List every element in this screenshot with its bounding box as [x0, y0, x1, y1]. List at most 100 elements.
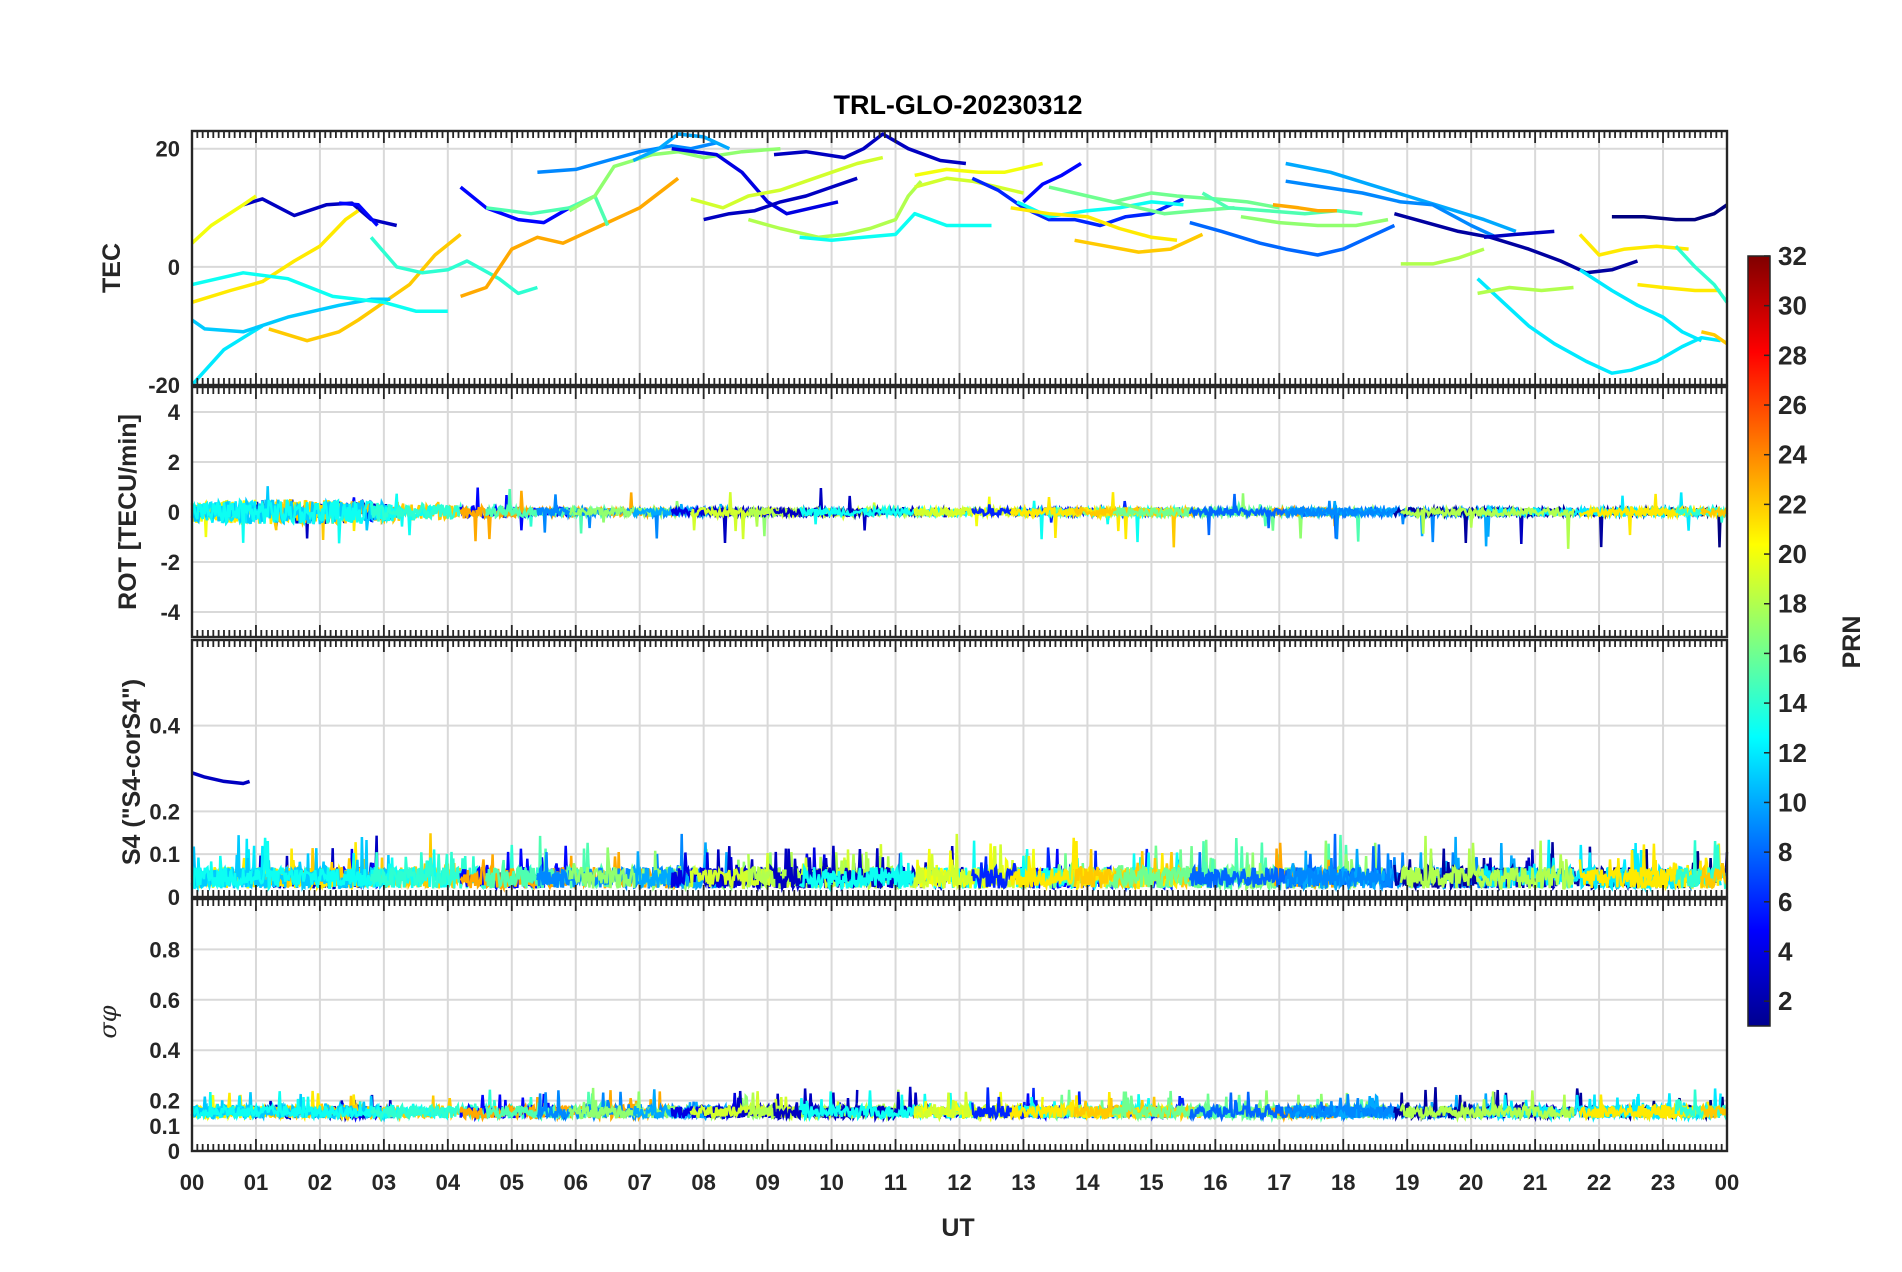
sigma-trace-28 — [1073, 1096, 1204, 1123]
colorbar-tick-label: 2 — [1778, 986, 1792, 1016]
y-label-tec: TEC — [98, 243, 126, 293]
y-tick-label: 0.2 — [149, 1089, 180, 1114]
colorbar-tick-label: 14 — [1778, 688, 1807, 718]
series-line-tec-12 — [537, 141, 717, 175]
x-tick-label: 01 — [244, 1170, 268, 1195]
colorbar-tick-label: 18 — [1778, 589, 1807, 619]
colorbar-tick-label: 16 — [1778, 638, 1807, 668]
x-axis-label: UT — [941, 1214, 974, 1242]
series-line-tec-30 — [1201, 191, 1363, 216]
y-tick-label: 0.1 — [149, 1114, 180, 1139]
series-line-s4-0 — [191, 771, 251, 786]
series-line-tec-4 — [268, 233, 462, 343]
sigma-trace-45 — [1674, 1089, 1729, 1123]
series-line-tec-5 — [190, 324, 264, 387]
series-line-tec-34 — [1285, 161, 1517, 234]
series-line-tec-3 — [191, 209, 360, 304]
y-tick-label: -4 — [160, 600, 180, 625]
colorbar-tick-label: 32 — [1778, 241, 1807, 271]
x-tick-label: 14 — [1075, 1170, 1100, 1195]
series-line-tec-32 — [1272, 203, 1337, 213]
colorbar-tick-label: 8 — [1778, 837, 1792, 867]
series-line-tec-46 — [1701, 330, 1728, 346]
x-tick-label: 17 — [1267, 1170, 1291, 1195]
noise-traces — [190, 486, 1729, 1124]
colorbar-tick-label: 4 — [1778, 936, 1793, 966]
series-line-tec-38 — [1611, 203, 1728, 222]
series-line-tec-19 — [773, 132, 967, 166]
series-line-tec-31 — [1240, 214, 1389, 228]
series-line-tec-18 — [747, 180, 923, 240]
y-tick-label: 0.4 — [149, 1038, 180, 1063]
colorbar-tick-label: 20 — [1778, 539, 1807, 569]
series-line-tec-41 — [1477, 285, 1574, 296]
series-line-tec-28 — [1074, 232, 1204, 254]
series-line-tec-36 — [1393, 212, 1639, 275]
colorbar-tick-label: 10 — [1778, 787, 1807, 817]
series-line-tec-10 — [460, 176, 680, 299]
series-line-tec-24 — [1022, 162, 1082, 204]
x-tick-label: 05 — [500, 1170, 524, 1195]
colorbar — [1747, 255, 1771, 1027]
series-line-tec-7 — [191, 271, 448, 313]
series-line-tec-1 — [338, 201, 379, 227]
x-tick-label: 23 — [1651, 1170, 1675, 1195]
x-tick-label: 00 — [180, 1170, 204, 1195]
series-line-tec-21 — [914, 161, 1043, 178]
y-label-s4: S4 ("S4-corS4") — [118, 679, 146, 865]
s4-trace-41 — [1476, 840, 1575, 890]
series-line-tec-22 — [914, 176, 1024, 195]
x-tick-labels: 00 01 02 03 04 05 06 07 08 09 10 11 12 13 14 15 16 17 18 19… — [180, 1170, 1739, 1195]
x-tick-label: 11 — [884, 1170, 907, 1195]
series-line-tec-26 — [1048, 185, 1235, 216]
colorbar-tick-label: 28 — [1778, 340, 1807, 370]
series-line-tec-37 — [1483, 229, 1555, 240]
colorbar-tick-label: 6 — [1778, 887, 1792, 917]
x-tick-label: 10 — [819, 1170, 843, 1195]
x-tick-label: 21 — [1523, 1170, 1547, 1195]
colorbar-tick-label: 26 — [1778, 390, 1807, 420]
series-line-tec-23 — [971, 176, 1185, 228]
colorbar-tick-label: 30 — [1778, 291, 1807, 321]
series-line-tec-39 — [1476, 277, 1721, 375]
s4-trace-42 — [1399, 835, 1486, 890]
series-line-tec-42 — [1400, 247, 1485, 266]
series-line-tec-14 — [632, 132, 731, 163]
series-line-tec-45 — [1674, 245, 1729, 304]
y-tick-label: 4 — [168, 400, 181, 425]
rot-trace-42 — [1400, 504, 1486, 534]
y-tick-label: 0 — [168, 1139, 180, 1164]
chart-title: TRL-GLO-20230312 — [833, 90, 1082, 120]
x-ticks-1 — [191, 387, 1728, 637]
x-tick-label: 13 — [1011, 1170, 1035, 1195]
sigma-trace-41 — [1476, 1090, 1575, 1122]
series-line-tec-43 — [1578, 233, 1689, 257]
s4-trace-46 — [1700, 862, 1729, 890]
rot-trace-7 — [190, 493, 449, 544]
s4-trace-22 — [913, 833, 1025, 891]
series-line-tec-15 — [671, 146, 839, 216]
colorbar-tick-label: 22 — [1778, 489, 1807, 519]
rot-trace-46 — [1700, 505, 1729, 519]
series-line-tec-17 — [690, 155, 884, 210]
x-ticks-3 — [191, 899, 1728, 1151]
x-tick-label: 22 — [1587, 1170, 1611, 1195]
x-tick-label: 03 — [372, 1170, 396, 1195]
y-tick-label: -2 — [160, 550, 180, 575]
colorbar-tick-label: 12 — [1778, 738, 1807, 768]
y-tick-label: -20 — [148, 373, 180, 398]
y-tick-label: 2 — [168, 450, 180, 475]
colorbar-label: PRN — [1838, 616, 1866, 669]
y-tick-label: 0.4 — [149, 714, 180, 739]
colorbar-tick-label: 24 — [1778, 440, 1807, 470]
x-tick-label: 16 — [1203, 1170, 1227, 1195]
rot-trace-41 — [1476, 504, 1575, 549]
x-tick-label: 02 — [308, 1170, 332, 1195]
x-tick-label: 09 — [755, 1170, 779, 1195]
series-line-tec-13 — [568, 146, 781, 213]
y-tick-label: 0.1 — [149, 842, 180, 867]
series-line-tec-16 — [703, 176, 858, 222]
y-tick-label: 0 — [168, 255, 180, 280]
